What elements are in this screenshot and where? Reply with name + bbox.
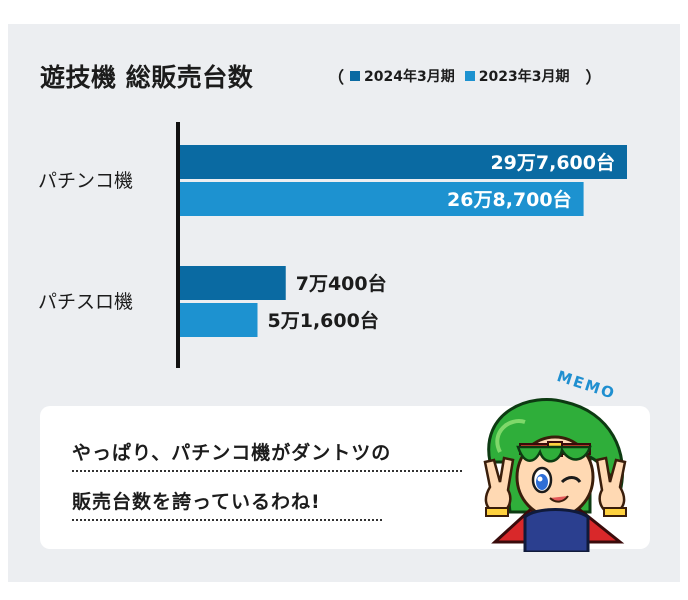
- data-label-pachislot-2023: 5万1,600台: [268, 309, 379, 332]
- memo-line-2: 販売台数を誇っているわね!: [72, 491, 321, 513]
- legend-swatch-2023: [464, 71, 475, 81]
- legend-open-paren: （: [328, 68, 345, 87]
- category-label-pachislot: パチスロ機: [38, 291, 133, 313]
- memo-line-1: やっぱり、パチンコ機がダントツの: [72, 442, 392, 464]
- bar-pachinko-2023: [180, 182, 584, 216]
- bar-pachinko-2024: [180, 145, 627, 179]
- legend-item-2023: 2023年3月期: [464, 66, 570, 86]
- data-label-pachinko-2023: 26万8,700台: [447, 188, 572, 211]
- category-label-pachinko: パチンコ機: [38, 170, 133, 192]
- bar-pachislot-2024: [180, 266, 286, 300]
- mascot-illustration: [483, 398, 627, 552]
- legend: （ 2024年3月期 2023年3月期 ）: [322, 64, 607, 88]
- memo-dotted-line-1: [72, 470, 462, 472]
- legend-label-2024: 2024年3月期: [364, 69, 455, 85]
- memo-dotted-line-2: [72, 519, 382, 521]
- data-label-pachinko-2024: 29万7,600台: [490, 151, 615, 174]
- legend-swatch-2024: [350, 71, 361, 81]
- legend-item-2024: 2024年3月期: [350, 66, 455, 86]
- data-label-pachislot-2024: 7万400台: [296, 272, 387, 295]
- bar-pachislot-2023: [180, 303, 258, 337]
- legend-close-paren: ）: [585, 68, 602, 87]
- chart-title: 遊技機 総販売台数: [40, 63, 254, 92]
- legend-label-2023: 2023年3月期: [478, 69, 570, 85]
